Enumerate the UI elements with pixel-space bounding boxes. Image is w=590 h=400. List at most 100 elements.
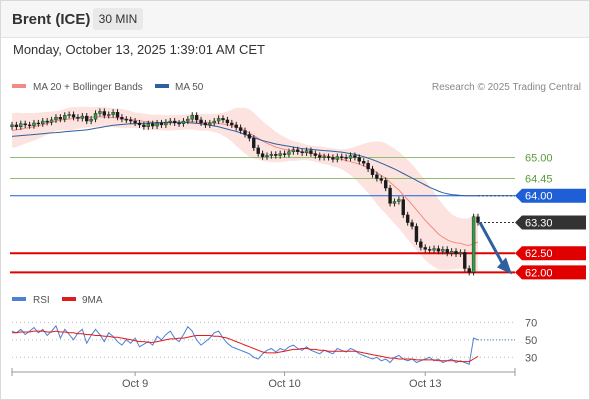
candle-body-up: [212, 120, 216, 124]
candle-body-up: [208, 122, 212, 126]
candle-body-up: [93, 113, 98, 120]
candle: [269, 151, 274, 159]
candle-body-down: [436, 248, 441, 252]
candle: [221, 115, 225, 123]
candle: [36, 119, 41, 127]
candle: [54, 114, 58, 123]
candle: [322, 153, 326, 161]
instrument-title: Brent (ICE): [12, 11, 91, 28]
candle-body-down: [172, 120, 177, 124]
x-tick-label: Oct 10: [268, 378, 300, 390]
candle-body-down: [221, 118, 225, 121]
candle: [63, 112, 67, 123]
x-axis: Oct 9 Oct 10 Oct 13: [11, 368, 516, 390]
candle-body-down: [309, 150, 313, 154]
candle-body-up: [49, 119, 54, 123]
candle: [164, 119, 168, 128]
candle-body-up: [449, 251, 454, 254]
candle: [14, 121, 19, 130]
level-tag-bg: [515, 188, 586, 203]
candle-body-up: [67, 114, 71, 116]
candle-body-up: [54, 117, 58, 121]
candle-body-up: [269, 154, 274, 156]
candle: [392, 198, 397, 207]
candle: [150, 120, 155, 130]
candle: [449, 248, 454, 257]
candle: [133, 118, 137, 127]
candle-body-down: [361, 161, 366, 164]
candle: [243, 127, 247, 138]
candle-body-down: [370, 168, 375, 175]
timeframe-button[interactable]: 30 MIN: [93, 8, 143, 30]
forecast-arrow-shaft: [478, 221, 505, 266]
candle-body-down: [230, 122, 234, 126]
candle-body-down: [247, 134, 252, 139]
candle: [278, 150, 282, 159]
candle-body-up: [63, 115, 67, 120]
candle: [335, 153, 340, 163]
candle-body-down: [177, 122, 181, 125]
candle-body-down: [71, 114, 76, 118]
candle-body-up: [291, 149, 296, 152]
candle: [265, 152, 269, 160]
candle: [115, 109, 120, 121]
candle: [216, 115, 221, 125]
candle-body-down: [375, 174, 379, 179]
candle-body-up: [432, 248, 436, 251]
candle: [291, 146, 296, 155]
candle: [282, 150, 287, 158]
candle: [199, 116, 203, 127]
candle: [76, 114, 80, 122]
candle-body-down: [23, 123, 27, 126]
candle: [300, 148, 304, 156]
candle-body-up: [322, 156, 326, 158]
candle: [340, 153, 344, 161]
candle-body-up: [190, 115, 194, 120]
candle: [128, 116, 133, 125]
candle: [80, 113, 85, 122]
candle-body-down: [427, 249, 432, 251]
candle-body-down: [120, 117, 124, 120]
candle: [71, 111, 76, 121]
candle-body-down: [137, 122, 142, 126]
candle: [344, 154, 348, 162]
candle: [212, 118, 216, 127]
candle: [309, 147, 313, 157]
candle-body-down: [124, 118, 129, 121]
candle-body-down: [238, 127, 243, 131]
level-tag-text: 62.00: [525, 267, 553, 279]
candle: [414, 223, 419, 245]
candle: [137, 119, 142, 128]
level-tag-63.30: 63.30: [515, 215, 586, 230]
candle: [441, 246, 445, 255]
candle-body-down: [225, 119, 230, 124]
candle-body-down: [282, 153, 287, 155]
forecast-arrow: [478, 221, 512, 275]
candle: [467, 265, 471, 276]
candle-body-down: [296, 149, 300, 152]
level-tag-64.00: 64.00: [515, 188, 586, 203]
candle: [234, 121, 238, 131]
candle: [397, 196, 401, 205]
candle: [203, 119, 208, 128]
candle-body-down: [159, 122, 164, 126]
candle: [260, 150, 265, 160]
candles: [10, 108, 480, 276]
candle-body-up: [186, 118, 190, 122]
candle: [375, 171, 379, 182]
candle-body-up: [441, 249, 445, 252]
candle: [45, 118, 49, 126]
candle: [476, 213, 480, 226]
ma9-legend-swatch: [62, 297, 76, 301]
candle-body-down: [45, 120, 49, 123]
candle: [348, 152, 353, 162]
candle-body-down: [366, 162, 370, 170]
candle: [155, 119, 159, 130]
candle-body-up: [181, 120, 186, 124]
candle: [194, 112, 199, 123]
candle-body-up: [335, 156, 340, 160]
main-plot-area: [10, 106, 515, 276]
candle: [331, 154, 335, 163]
candle: [353, 152, 357, 161]
